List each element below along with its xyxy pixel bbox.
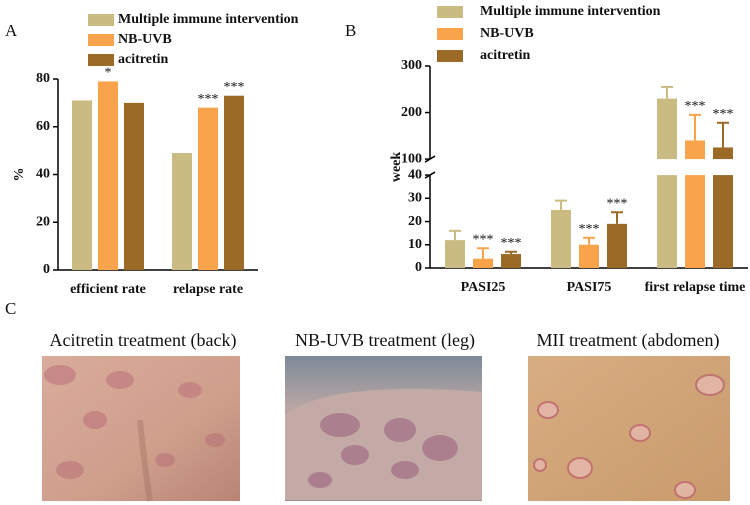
photo (42, 356, 240, 502)
y-tick-label: 20 (408, 214, 422, 229)
significance: *** (713, 107, 734, 122)
bar (551, 209, 571, 268)
y-tick-label: 60 (36, 119, 50, 134)
bar (224, 95, 244, 271)
y-tick-label: 40 (408, 167, 422, 182)
legend-swatch (437, 28, 463, 40)
legend-label: Multiple immune intervention (480, 4, 661, 19)
y-tick-label: 100 (401, 151, 422, 166)
y-axis-label: week (389, 152, 404, 183)
bar (72, 100, 92, 270)
bar (657, 98, 677, 160)
bar (98, 81, 118, 270)
significance: *** (224, 80, 245, 95)
panel-label: B (345, 21, 356, 40)
significance: *** (473, 232, 494, 247)
y-tick-label: 30 (408, 191, 422, 206)
legend-label: Multiple immune intervention (118, 12, 299, 27)
bar (607, 223, 627, 268)
significance: * (105, 66, 112, 81)
legend-label: NB-UVB (480, 26, 534, 41)
legend-swatch (88, 34, 114, 46)
x-tick-label: efficient rate (70, 282, 146, 297)
bar (685, 175, 705, 268)
panel-label: C (5, 299, 16, 318)
significance: *** (198, 92, 219, 107)
significance: *** (579, 222, 600, 237)
bar (579, 244, 599, 268)
legend-swatch (437, 50, 463, 62)
photo (528, 356, 730, 501)
bar (657, 175, 677, 268)
photo-caption: MII treatment (abdomen) (537, 330, 720, 351)
y-tick-label: 0 (43, 262, 50, 277)
bar (685, 140, 705, 160)
significance: *** (501, 236, 522, 251)
y-tick-label: 0 (415, 260, 422, 275)
legend-label: NB-UVB (118, 32, 172, 47)
legend-swatch (88, 54, 114, 66)
y-tick-label: 20 (36, 214, 50, 229)
bar (713, 175, 733, 268)
x-tick-label: first relapse time (645, 280, 746, 295)
significance: *** (685, 99, 706, 114)
legend-label: acitretin (480, 48, 530, 63)
legend-label: acitretin (118, 52, 168, 67)
bar (198, 107, 218, 271)
bar (473, 258, 493, 268)
x-tick-label: PASI75 (567, 280, 612, 295)
y-tick-label: 80 (36, 71, 50, 86)
significance: *** (607, 196, 628, 211)
bar (445, 240, 465, 268)
y-tick-label: 200 (401, 105, 422, 120)
bar (124, 102, 144, 270)
bar (713, 147, 733, 160)
photo-caption: Acitretin treatment (back) (50, 330, 237, 351)
y-tick-label: 10 (408, 237, 422, 252)
bar (501, 254, 521, 268)
x-tick-label: PASI25 (461, 280, 506, 295)
photo (285, 356, 482, 501)
x-tick-label: relapse rate (173, 282, 243, 297)
legend-swatch (88, 14, 114, 26)
y-tick-label: 300 (401, 58, 422, 73)
photo-caption: NB-UVB treatment (leg) (295, 330, 475, 351)
y-tick-label: 40 (36, 167, 50, 182)
panel-label: A (5, 21, 18, 40)
y-axis-label: % (12, 168, 27, 182)
bar (172, 153, 192, 270)
legend-swatch (437, 6, 463, 18)
